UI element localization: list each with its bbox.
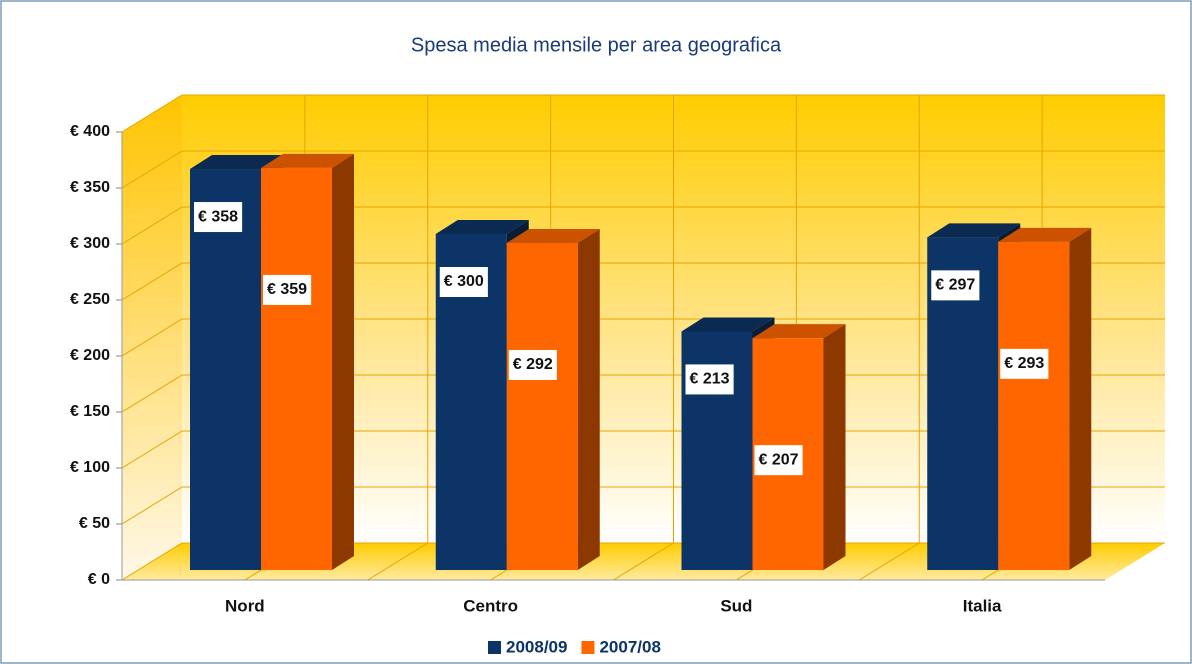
bar-top — [998, 227, 1092, 242]
value-label: € 359 — [267, 281, 307, 298]
y-tick-label: € 50 — [79, 515, 110, 532]
value-label: € 358 — [198, 208, 238, 225]
floor-line — [367, 542, 429, 581]
y-tick-label: € 400 — [70, 123, 110, 140]
bar-top — [927, 223, 1021, 238]
value-label: € 293 — [1004, 355, 1044, 372]
value-label: € 297 — [935, 277, 975, 294]
bar-top — [261, 153, 354, 168]
y-tick-label: € 0 — [88, 571, 110, 588]
bar-top — [506, 228, 600, 243]
value-label-box — [439, 267, 488, 297]
grid-line — [121, 206, 1165, 245]
bar — [998, 241, 1070, 570]
value-label: € 213 — [690, 371, 730, 388]
y-tick-label: € 300 — [70, 235, 110, 252]
bar-side — [577, 228, 600, 570]
grid-line — [121, 318, 1165, 357]
grid-line — [121, 94, 1165, 133]
legend-label: 2008/09 — [506, 637, 567, 656]
value-label-box — [1000, 348, 1049, 379]
value-label-box — [263, 274, 312, 305]
bar — [261, 167, 332, 571]
x-tick-label: Centro — [463, 596, 518, 615]
x-tick-label: Nord — [225, 596, 265, 615]
bar-top — [681, 317, 775, 332]
legend: 2008/09 2007/08 — [488, 637, 661, 656]
legend-swatch — [581, 641, 595, 654]
y-tick-label: € 150 — [70, 403, 110, 420]
value-label: € 207 — [759, 451, 799, 468]
legend-label: 2007/08 — [599, 637, 660, 656]
grid-line — [121, 150, 1165, 189]
y-tick-label: € 100 — [70, 459, 110, 476]
value-label-box — [685, 364, 734, 395]
value-label: € 292 — [513, 356, 553, 373]
bar-side — [823, 324, 846, 570]
bar-top — [190, 155, 283, 170]
value-label-box — [754, 445, 803, 476]
legend-swatch — [488, 641, 501, 654]
grid-line — [121, 262, 1165, 301]
y-tick-label: € 350 — [70, 179, 110, 196]
x-tick-label: Sud — [720, 596, 752, 615]
bar — [190, 169, 261, 571]
y-tick-label: € 250 — [70, 291, 110, 308]
value-label-box — [194, 202, 243, 233]
chart-title: Spesa media mensile per area geografica — [411, 34, 782, 56]
bar-side — [1069, 227, 1092, 570]
value-label-box — [508, 349, 557, 380]
bar — [506, 242, 578, 570]
y-tick-label: € 200 — [70, 347, 110, 364]
floor-line — [613, 542, 674, 581]
value-label: € 300 — [444, 273, 484, 290]
bar-top — [752, 324, 846, 339]
bar-top — [435, 220, 529, 234]
plot: € 0 € 50 € 100 € 150 € 200 € 250 € 300 € 350 € 4… — [70, 94, 1165, 656]
x-tick-label: Italia — [963, 596, 1002, 615]
bar-side — [332, 153, 354, 571]
floor-line — [858, 542, 920, 581]
value-label-box — [931, 270, 980, 301]
